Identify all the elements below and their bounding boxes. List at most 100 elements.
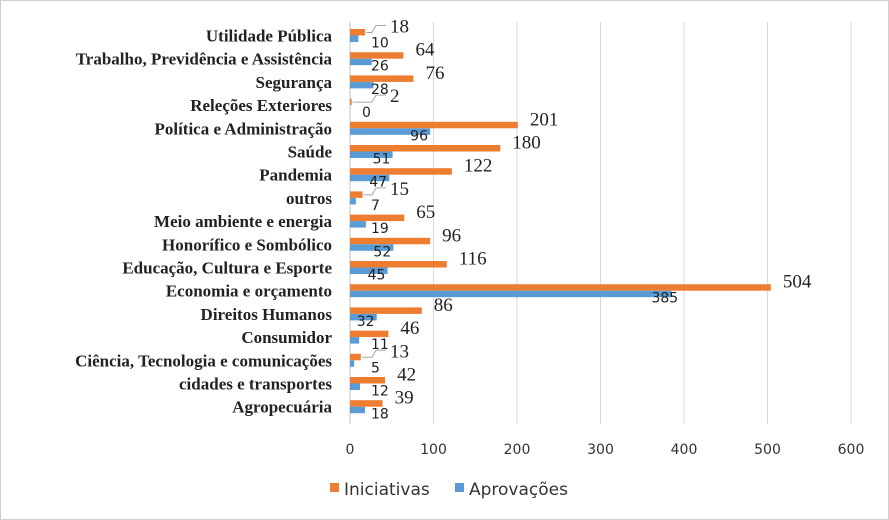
category-label-meio-ambiente-e-energia: Meio ambiente e energia [154,212,332,231]
data-label-aprovacoes-pandemia: 47 [369,175,387,191]
bar-aprovacoes-utilidade-publica [350,35,359,42]
category-label-saude: Saúde [288,143,333,162]
data-label-iniciativas-politica-e-administracao: 201 [530,109,559,130]
data-label-iniciativas-seguranca: 76 [425,63,444,84]
data-label-iniciativas-outros: 15 [390,179,409,200]
data-label-iniciativas-ciencia-tecnologia-e-comunicacoes: 13 [390,341,409,362]
data-label-aprovacoes-utilidade-publica: 10 [371,36,389,52]
bar-aprovacoes-economia-e-orcamento [350,290,672,298]
data-label-iniciativas-cidades-e-transportes: 42 [397,365,416,386]
leader-line-iniciativas-utilidade-publica [366,25,386,33]
gridlines [433,22,852,424]
legend-label-iniciativas: Iniciativas [344,480,430,500]
x-tick-label-200: 200 [504,442,531,458]
data-label-iniciativas-economia-e-orcamento: 504 [783,272,812,293]
bar-aprovacoes-consumidor [350,337,360,344]
data-label-aprovacoes-relecoes-exteriores: 0 [362,105,371,121]
bar-iniciativas-educacao-cultura-e-esporte [350,261,447,268]
data-label-iniciativas-relecoes-exteriores: 2 [390,86,400,107]
x-tick-label-0: 0 [346,442,355,458]
data-label-iniciativas-educacao-cultura-e-esporte: 116 [459,249,487,270]
category-label-pandemia: Pandemia [259,166,332,185]
bar-aprovacoes-agropecuaria [350,406,366,414]
data-label-iniciativas-honorifico-e-sombolico: 96 [442,225,461,246]
data-label-aprovacoes-outros: 7 [371,198,380,214]
x-tick-label-600: 600 [838,442,865,458]
data-label-iniciativas-saude: 180 [512,133,541,154]
data-label-aprovacoes-economia-e-orcamento: 385 [651,291,678,307]
category-label-utilidade-publica: Utilidade Pública [206,27,333,46]
data-label-iniciativas-consumidor: 46 [400,318,419,339]
legend: Iniciativas Aprovações [330,480,568,500]
data-label-aprovacoes-politica-e-administracao: 96 [410,128,428,144]
category-label-educacao-cultura-e-esporte: Educação, Cultura e Esporte [122,259,332,278]
category-label-outros: outros [286,189,332,208]
bar-aprovacoes-pandemia [350,174,390,182]
bar-aprovacoes-cidades-e-transportes [350,383,361,390]
data-label-aprovacoes-cidades-e-transportes: 12 [371,384,389,400]
bar-iniciativas-agropecuaria [350,400,383,407]
category-label-seguranca: Segurança [256,73,333,92]
bar-iniciativas-outros [350,191,363,198]
data-label-iniciativas-pandemia: 122 [464,156,493,177]
bar-aprovacoes-outros [350,197,356,205]
bar-iniciativas-cidades-e-transportes [350,377,386,384]
x-tick-label-400: 400 [671,442,698,458]
data-label-iniciativas-agropecuaria: 39 [395,388,414,409]
data-label-iniciativas-trabalho-previdencia-e-assistencia: 64 [415,40,435,61]
category-label-relecoes-exteriores: Releções Exteriores [190,96,332,115]
category-label-honorifico-e-sombolico: Honorífico e Sombólico [162,235,332,254]
category-label-direitos-humanos: Direitos Humanos [201,305,333,324]
bar-iniciativas-relecoes-exteriores [350,98,352,106]
data-label-aprovacoes-ciencia-tecnologia-e-comunicacoes: 5 [371,360,380,376]
legend-swatch-aprovacoes [455,483,464,492]
bar-aprovacoes-trabalho-previdencia-e-assistencia [350,58,372,66]
category-label-consumidor: Consumidor [241,328,332,347]
data-label-aprovacoes-direitos-humanos: 32 [357,314,375,330]
data-label-iniciativas-meio-ambiente-e-energia: 65 [416,202,435,223]
bar-iniciativas-trabalho-previdencia-e-assistencia [350,52,404,59]
legend-label-aprovacoes: Aprovações [469,480,568,500]
bar-iniciativas-direitos-humanos [350,307,422,314]
bar-iniciativas-honorifico-e-sombolico [350,237,431,245]
data-label-aprovacoes-saude: 51 [373,152,391,168]
data-label-aprovacoes-consumidor: 11 [371,337,389,353]
leader-line-iniciativas-relecoes-exteriores [352,94,386,103]
bar-iniciativas-politica-e-administracao [350,121,518,129]
bar-iniciativas-pandemia [350,168,452,175]
x-tick-label-100: 100 [420,442,447,458]
bar-iniciativas-consumidor [350,330,389,338]
data-label-aprovacoes-agropecuaria: 18 [371,407,389,423]
bar-iniciativas-utilidade-publica [350,29,366,36]
x-tick-label-300: 300 [587,442,614,458]
bar-aprovacoes-meio-ambiente-e-energia [350,221,366,228]
bar-aprovacoes-ciencia-tecnologia-e-comunicacoes [350,360,355,367]
category-label-politica-e-administracao: Política e Administração [154,119,332,138]
data-label-aprovacoes-seguranca: 28 [371,82,389,98]
category-label-agropecuaria: Agropecuária [232,398,332,417]
bar-aprovacoes-saude [350,151,393,158]
bar-iniciativas-saude [350,145,501,152]
data-label-aprovacoes-trabalho-previdencia-e-assistencia: 26 [371,59,389,75]
data-label-aprovacoes-meio-ambiente-e-energia: 19 [371,221,389,237]
data-label-aprovacoes-educacao-cultura-e-esporte: 45 [368,268,386,284]
bar-aprovacoes-direitos-humanos [350,313,377,321]
legend-swatch-iniciativas [330,483,339,492]
bar-iniciativas-ciencia-tecnologia-e-comunicacoes [350,353,361,361]
bar-aprovacoes-seguranca [350,81,374,89]
data-label-iniciativas-direitos-humanos: 86 [434,295,453,316]
bars [350,29,771,414]
bar-iniciativas-meio-ambiente-e-energia [350,214,405,222]
category-label-cidades-e-transportes: cidades e transportes [179,375,332,394]
category-label-ciencia-tecnologia-e-comunicacoes: Ciência, Tecnologia e comunicações [75,351,332,370]
bar-aprovacoes-educacao-cultura-e-esporte [350,267,388,274]
bar-iniciativas-economia-e-orcamento [350,284,771,291]
bar-iniciativas-seguranca [350,75,414,82]
data-label-iniciativas-utilidade-publica: 18 [390,17,409,38]
bar-aprovacoes-honorifico-e-sombolico [350,244,394,251]
category-label-trabalho-previdencia-e-assistencia: Trabalho, Previdência e Assistência [76,50,333,69]
x-tick-label-500: 500 [754,442,781,458]
